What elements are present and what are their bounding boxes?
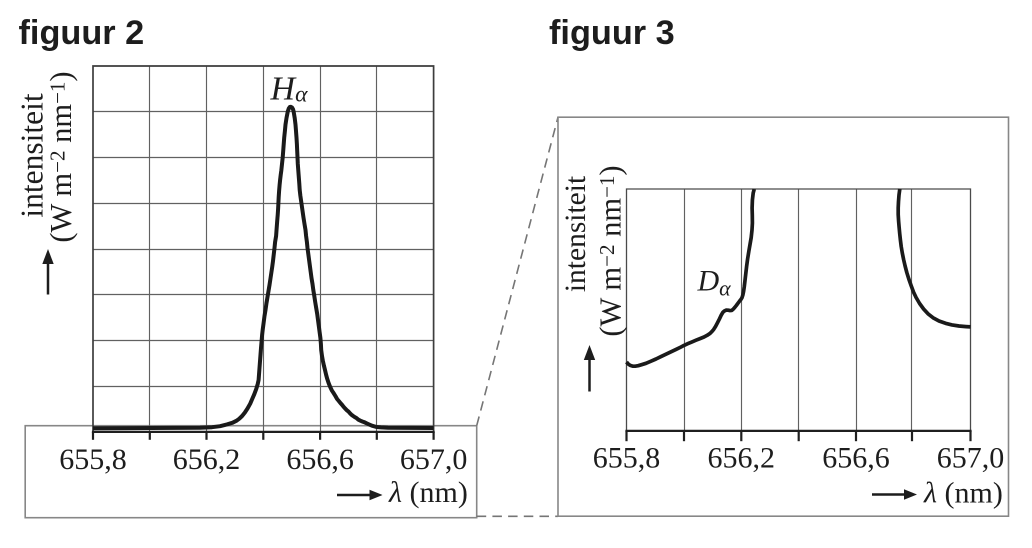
svg-text:intensiteit: intensiteit: [560, 175, 592, 292]
svg-text:656,2: 656,2: [173, 443, 241, 476]
svg-text:figuur 2: figuur 2: [19, 14, 145, 52]
svg-text:figuur 3: figuur 3: [549, 14, 675, 52]
svg-text:656,6: 656,6: [286, 443, 354, 476]
svg-text:656,2: 656,2: [708, 442, 776, 475]
svg-text:λ (nm): λ (nm): [388, 476, 468, 509]
svg-text:655,8: 655,8: [59, 443, 127, 476]
svg-text:657,0: 657,0: [937, 442, 1005, 475]
svg-text:intensiteit: intensiteit: [15, 93, 50, 217]
svg-text:656,6: 656,6: [822, 442, 890, 475]
svg-text:λ (nm): λ (nm): [923, 477, 1003, 510]
svg-text:657,0: 657,0: [400, 443, 468, 476]
svg-text:(W m−2 nm−1): (W m−2 nm−1): [44, 71, 78, 242]
svg-text:655,8: 655,8: [593, 442, 661, 475]
